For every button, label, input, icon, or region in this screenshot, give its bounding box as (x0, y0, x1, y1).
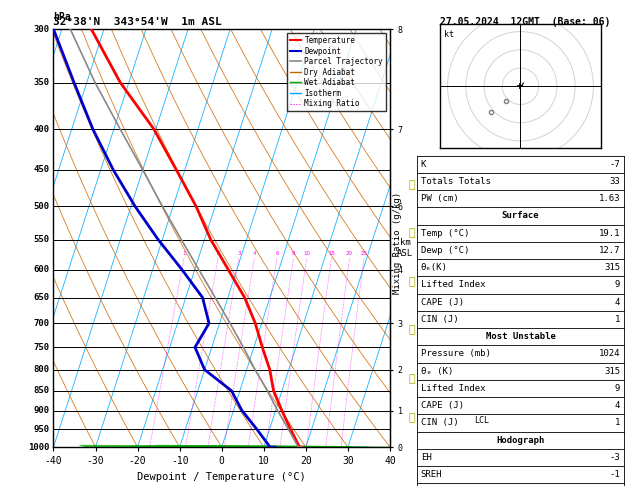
Text: 19.1: 19.1 (599, 228, 620, 238)
Text: kt: kt (444, 30, 454, 39)
Text: 6: 6 (276, 251, 279, 256)
Text: 1: 1 (182, 251, 186, 256)
Text: 15: 15 (328, 251, 335, 256)
Text: CAPE (J): CAPE (J) (421, 401, 464, 410)
Text: Totals Totals: Totals Totals (421, 177, 491, 186)
Text: -7: -7 (610, 159, 620, 169)
Text: Dewp (°C): Dewp (°C) (421, 246, 469, 255)
Text: 33: 33 (610, 177, 620, 186)
Text: 8: 8 (292, 251, 295, 256)
Text: Lifted Index: Lifted Index (421, 384, 486, 393)
Text: 500: 500 (33, 202, 50, 211)
Text: 3: 3 (237, 251, 241, 256)
Text: Surface: Surface (502, 211, 539, 221)
Text: ⪧: ⪧ (409, 180, 415, 190)
Text: 2: 2 (216, 251, 220, 256)
Text: Pressure (mb): Pressure (mb) (421, 349, 491, 359)
Text: ⪧: ⪧ (409, 277, 415, 287)
Text: 600: 600 (33, 265, 50, 274)
Text: 20: 20 (346, 251, 353, 256)
Text: hPa: hPa (53, 12, 71, 22)
Text: 32°38'N  343°54'W  1m ASL: 32°38'N 343°54'W 1m ASL (53, 17, 222, 27)
Text: 315: 315 (604, 366, 620, 376)
Text: -3: -3 (610, 453, 620, 462)
Text: K: K (421, 159, 426, 169)
Text: θₑ (K): θₑ (K) (421, 366, 453, 376)
Text: Most Unstable: Most Unstable (486, 332, 555, 341)
Text: Hodograph: Hodograph (496, 435, 545, 445)
Text: EH: EH (421, 453, 431, 462)
Text: 1: 1 (615, 315, 620, 324)
Text: 4: 4 (615, 297, 620, 307)
X-axis label: Dewpoint / Temperature (°C): Dewpoint / Temperature (°C) (137, 472, 306, 482)
Text: 900: 900 (33, 406, 50, 415)
Text: θₑ(K): θₑ(K) (421, 263, 448, 272)
Text: 400: 400 (33, 124, 50, 134)
Text: CAPE (J): CAPE (J) (421, 297, 464, 307)
Text: 850: 850 (33, 386, 50, 395)
Text: -1: -1 (610, 470, 620, 479)
Text: ⪧: ⪧ (409, 374, 415, 384)
Text: 4: 4 (615, 401, 620, 410)
Text: PW (cm): PW (cm) (421, 194, 459, 203)
Text: Lifted Index: Lifted Index (421, 280, 486, 290)
Text: 27.05.2024  12GMT  (Base: 06): 27.05.2024 12GMT (Base: 06) (440, 17, 610, 27)
Text: ⪧: ⪧ (409, 228, 415, 238)
Text: LCL: LCL (474, 416, 489, 425)
Text: 12.7: 12.7 (599, 246, 620, 255)
Text: 1024: 1024 (599, 349, 620, 359)
Text: 350: 350 (33, 78, 50, 87)
Text: 300: 300 (33, 25, 50, 34)
Text: Temp (°C): Temp (°C) (421, 228, 469, 238)
Text: ⪧: ⪧ (409, 326, 415, 335)
Text: ⪧: ⪧ (409, 413, 415, 423)
Text: 1.63: 1.63 (599, 194, 620, 203)
Text: 25: 25 (360, 251, 367, 256)
Text: 950: 950 (33, 425, 50, 434)
Text: 1: 1 (615, 418, 620, 428)
Text: 450: 450 (33, 165, 50, 174)
Text: 800: 800 (33, 365, 50, 374)
Legend: Temperature, Dewpoint, Parcel Trajectory, Dry Adiabat, Wet Adiabat, Isotherm, Mi: Temperature, Dewpoint, Parcel Trajectory… (287, 33, 386, 111)
Text: CIN (J): CIN (J) (421, 418, 459, 428)
Text: 9: 9 (615, 384, 620, 393)
Text: 700: 700 (33, 319, 50, 328)
Text: 650: 650 (33, 293, 50, 302)
Text: CIN (J): CIN (J) (421, 315, 459, 324)
Text: 750: 750 (33, 343, 50, 352)
Text: 315: 315 (604, 263, 620, 272)
Text: Mixing Ratio (g/kg): Mixing Ratio (g/kg) (393, 192, 402, 294)
Text: 10: 10 (303, 251, 310, 256)
Text: 4: 4 (253, 251, 256, 256)
Text: 9: 9 (615, 280, 620, 290)
Text: 550: 550 (33, 235, 50, 244)
Y-axis label: km
ASL: km ASL (398, 238, 413, 258)
Text: SREH: SREH (421, 470, 442, 479)
Text: 1000: 1000 (28, 443, 50, 451)
